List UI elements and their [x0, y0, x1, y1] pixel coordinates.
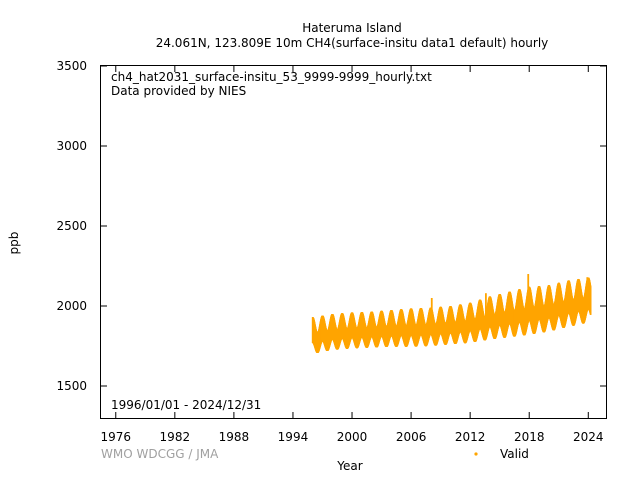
- legend-valid-marker: [474, 452, 478, 456]
- chart-subtitle: 24.061N, 123.809E 10m CH4(surface-insitu…: [156, 36, 549, 50]
- x-tick-label: 2000: [337, 430, 368, 444]
- y-axis-label: ppb: [7, 232, 21, 255]
- x-tick-label: 1982: [160, 430, 191, 444]
- date-range-annotation: 1996/01/01 - 2024/12/31: [111, 398, 261, 412]
- x-tick-label: 1994: [278, 430, 309, 444]
- x-axis-label: Year: [336, 459, 362, 473]
- file-name-annotation: ch4_hat2031_surface-insitu_53_9999-9999_…: [111, 70, 432, 84]
- data-points: [311, 274, 592, 354]
- wdcgg-credit: WMO WDCGG / JMA: [101, 447, 219, 461]
- y-tick-label: 2500: [56, 219, 87, 233]
- y-tick-label: 2000: [56, 299, 87, 313]
- x-tick-label: 2012: [455, 430, 486, 444]
- y-tick-label: 1500: [56, 379, 87, 393]
- y-tick-label: 3000: [56, 139, 87, 153]
- x-tick-label: 1988: [219, 430, 250, 444]
- chart-title: Hateruma Island: [302, 21, 402, 35]
- legend-valid-label: Valid: [500, 447, 529, 461]
- x-tick-label: 2006: [396, 430, 427, 444]
- x-tick-label: 2024: [573, 430, 604, 444]
- plot-frame: [100, 65, 607, 419]
- y-tick-label: 3500: [56, 59, 87, 73]
- x-tick-label: 2018: [514, 430, 545, 444]
- x-tick-label: 1976: [100, 430, 131, 444]
- axis-ticks: 1976 1982 1988 1994 2000 2006 2012 2018 2024 1500…: [56, 59, 606, 444]
- provider-annotation: Data provided by NIES: [111, 84, 246, 98]
